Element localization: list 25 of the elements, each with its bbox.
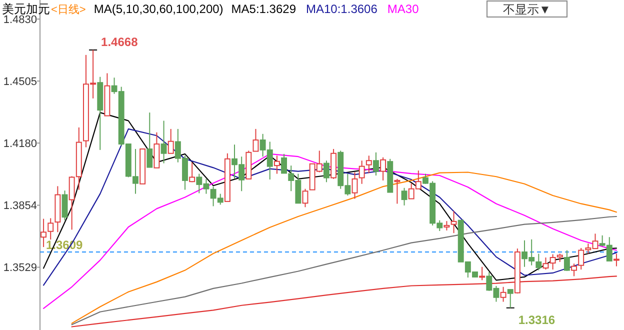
line-series xyxy=(71,276,618,328)
y-tick-label: 1.4505 xyxy=(3,76,37,88)
candlestick xyxy=(352,172,358,200)
candlestick xyxy=(160,120,167,164)
annotation: 1.4668 xyxy=(101,34,138,49)
candlestick xyxy=(274,155,280,174)
annotation: 不显示▼ xyxy=(503,2,551,16)
y-tick-label: 1.3854 xyxy=(3,200,37,212)
candlestick xyxy=(62,190,68,221)
chart-subtitle: <日线> xyxy=(51,3,86,16)
annotation: 1.3316 xyxy=(518,312,556,327)
text: MA30 xyxy=(387,2,420,16)
text: MA10:1.3606 xyxy=(306,2,378,16)
candlestick xyxy=(54,186,61,233)
candlestick xyxy=(536,253,542,271)
y-tick-label: 1.3529 xyxy=(3,262,37,274)
y-tick-label: 1.4830 xyxy=(3,14,37,26)
button: 不显示▼ xyxy=(486,0,568,18)
legend-title: MA(5,10,30,60,100,200) xyxy=(94,2,224,16)
candlestick xyxy=(613,253,620,267)
y-tick-label: 1.4180 xyxy=(3,138,37,150)
candlestick xyxy=(358,160,365,184)
text: MA5:1.3629 xyxy=(231,2,296,16)
chart-title: 美元加元 xyxy=(2,2,50,16)
candlestick xyxy=(450,210,457,234)
